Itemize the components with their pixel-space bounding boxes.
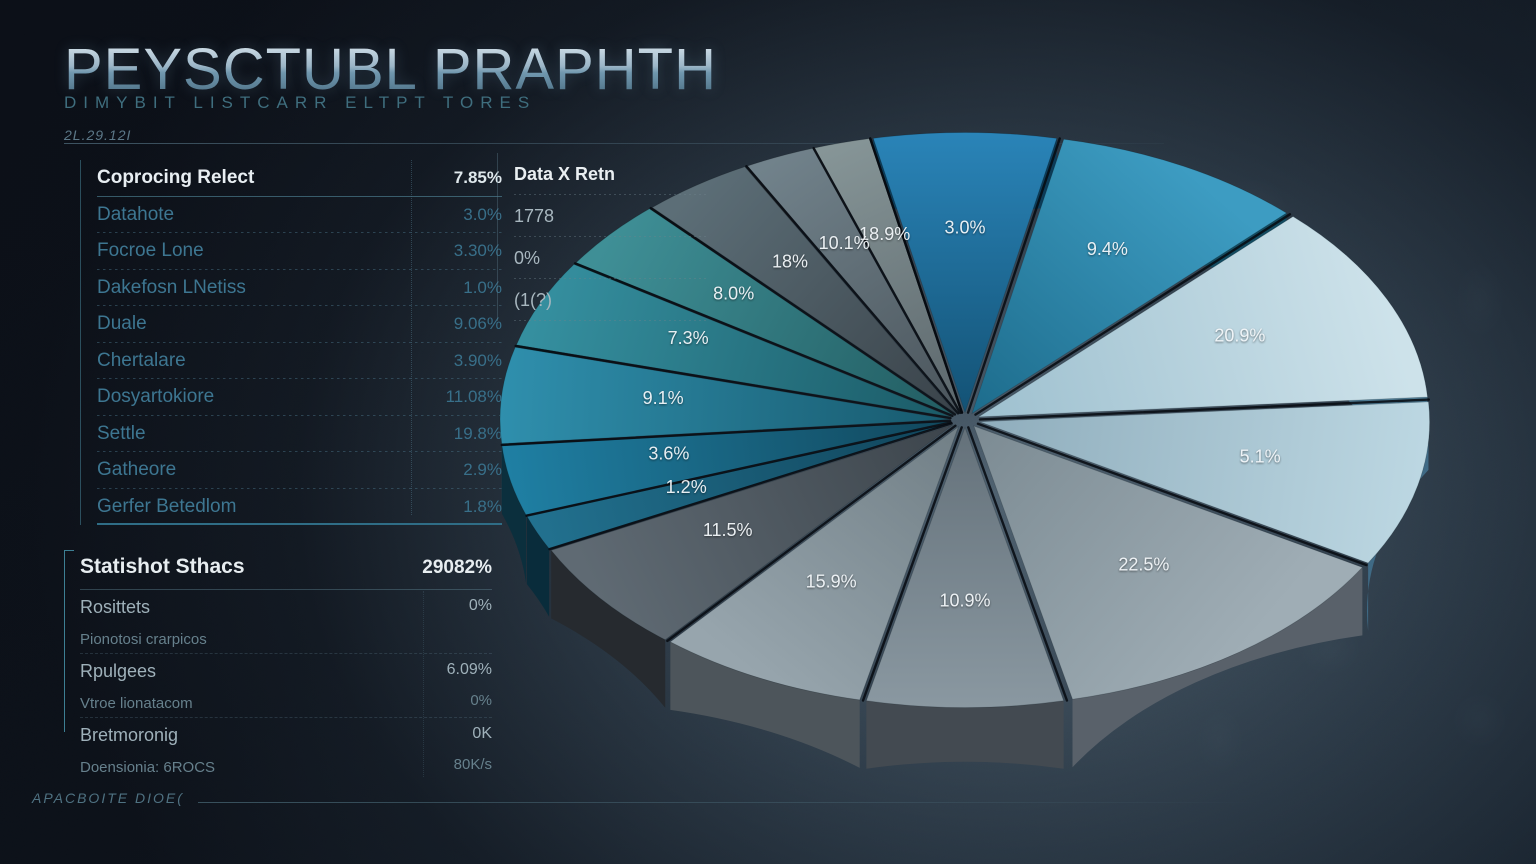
svg-text:10.9%: 10.9% (939, 591, 990, 611)
svg-text:9.4%: 9.4% (1087, 239, 1128, 259)
svg-text:3.6%: 3.6% (648, 444, 689, 464)
svg-text:5.1%: 5.1% (1240, 446, 1281, 466)
svg-text:7.3%: 7.3% (668, 328, 709, 348)
svg-text:1.2%: 1.2% (666, 477, 707, 497)
svg-text:3.0%: 3.0% (944, 217, 985, 237)
svg-text:18%: 18% (772, 252, 808, 272)
svg-text:22.5%: 22.5% (1118, 555, 1169, 575)
svg-text:15.9%: 15.9% (806, 572, 857, 592)
svg-text:10.1%: 10.1% (819, 233, 870, 253)
svg-text:20.9%: 20.9% (1214, 326, 1265, 346)
svg-text:9.1%: 9.1% (643, 388, 684, 408)
svg-text:11.5%: 11.5% (703, 520, 753, 540)
